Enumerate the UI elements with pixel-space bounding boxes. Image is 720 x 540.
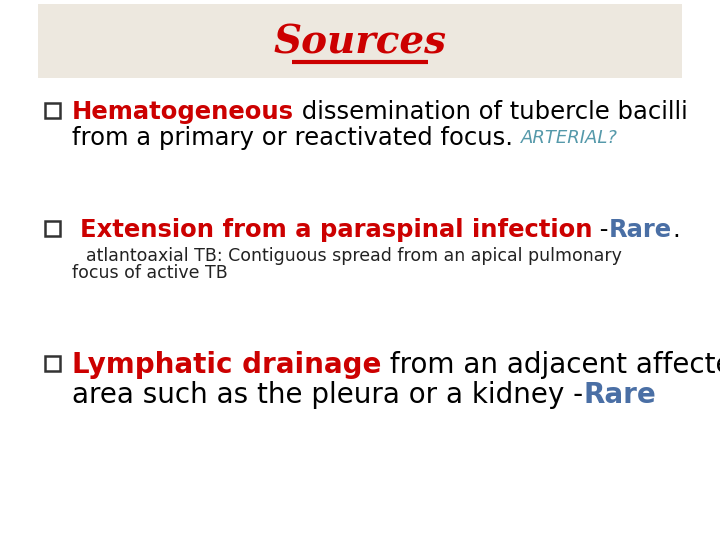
Text: Hematogeneous: Hematogeneous xyxy=(72,100,294,124)
Text: -: - xyxy=(593,218,609,242)
Text: dissemination of tubercle bacilli: dissemination of tubercle bacilli xyxy=(294,100,688,124)
Text: from a primary or reactivated focus.: from a primary or reactivated focus. xyxy=(72,126,521,150)
Text: from an adjacent affected: from an adjacent affected xyxy=(382,351,720,379)
Text: Lymphatic drainage: Lymphatic drainage xyxy=(72,351,382,379)
Text: .: . xyxy=(672,218,680,242)
Text: area such as the pleura or a kidney -: area such as the pleura or a kidney - xyxy=(72,381,583,409)
Text: Rare: Rare xyxy=(609,218,672,242)
Text: ARTERIAL?: ARTERIAL? xyxy=(521,129,618,147)
Text: Extension from a paraspinal infection: Extension from a paraspinal infection xyxy=(80,218,593,242)
Bar xyxy=(45,220,60,235)
Bar xyxy=(38,4,682,78)
Text: focus of active TB: focus of active TB xyxy=(72,264,228,282)
Bar xyxy=(45,355,60,370)
Text: Rare: Rare xyxy=(583,381,656,409)
Bar xyxy=(45,103,60,118)
Text: atlantoaxial TB: Contiguous spread from an apical pulmonary: atlantoaxial TB: Contiguous spread from … xyxy=(86,247,622,265)
Text: Sources: Sources xyxy=(274,23,446,61)
